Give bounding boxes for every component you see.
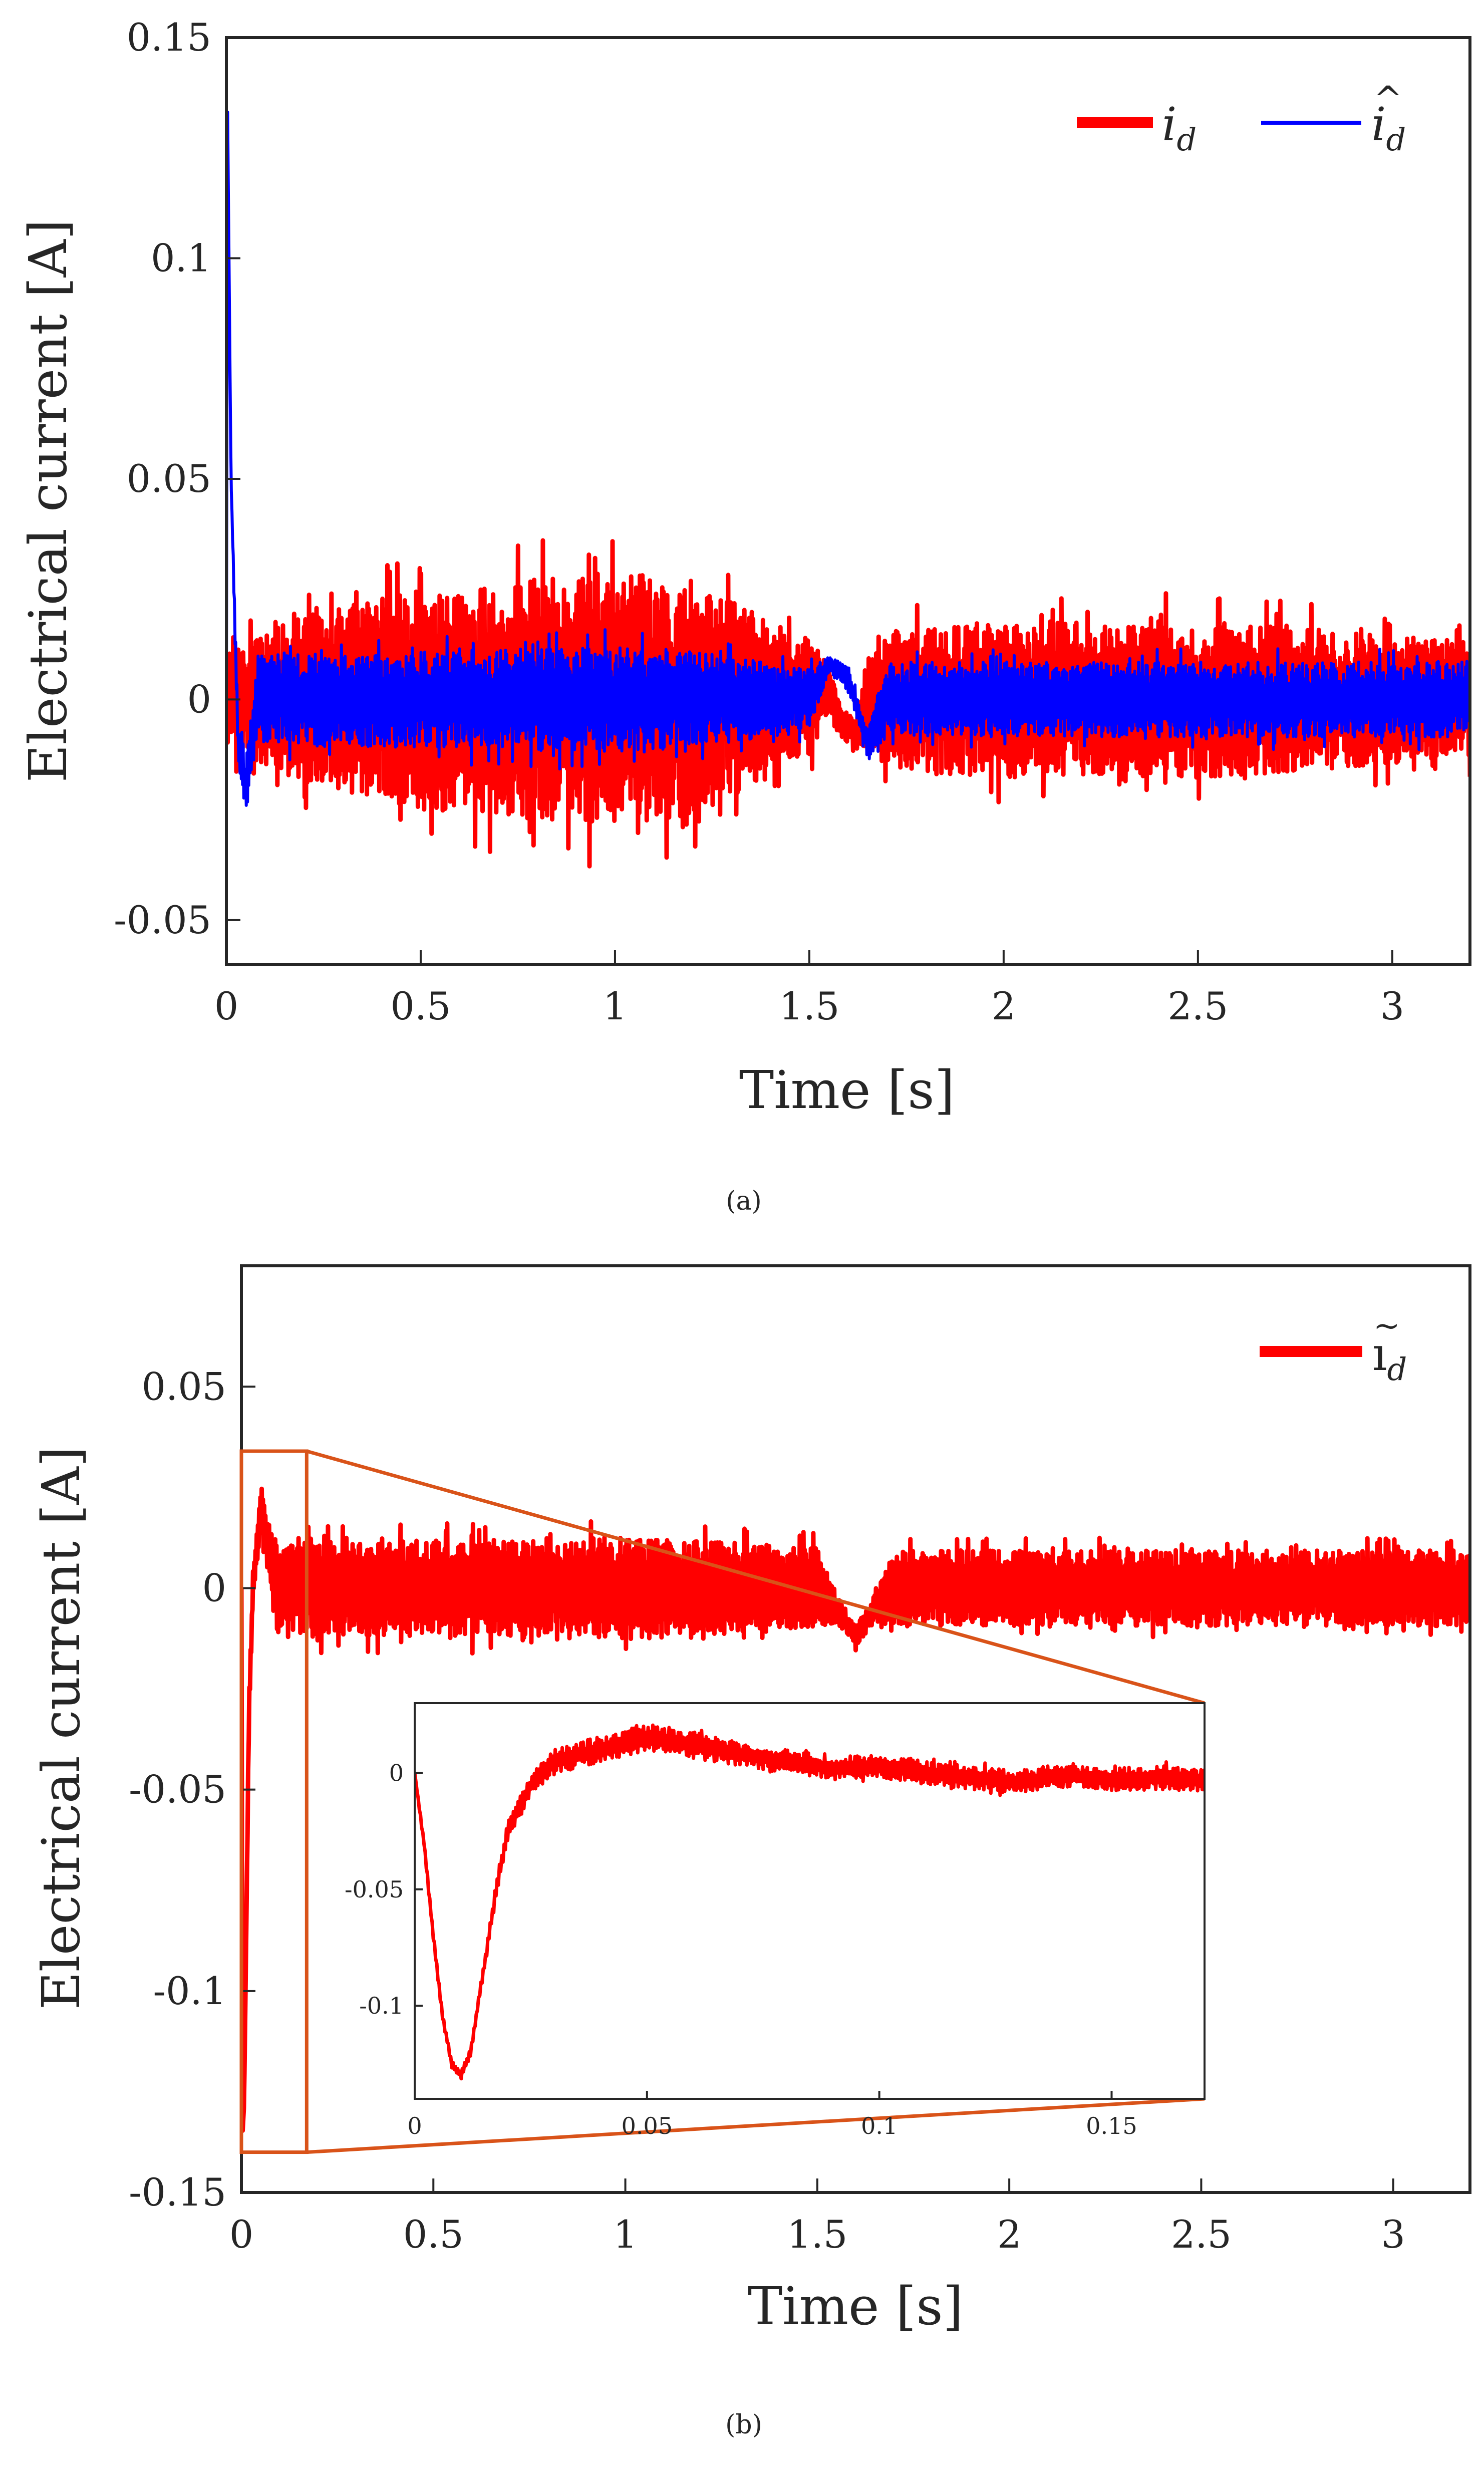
inset-x-tick-label: 0.15 <box>1086 2112 1137 2139</box>
panel-a-y-tick-label: 0.15 <box>127 15 211 60</box>
series-panel-b-0 <box>241 1486 1470 2133</box>
legend-label-i-d-tilde: ıd <box>1372 1327 1407 1388</box>
series-inset-0 <box>415 1723 1205 2081</box>
panel-b-y-tick-label: -0.05 <box>129 1767 226 1812</box>
panel-b-y-tick-label: -0.1 <box>153 1969 226 2013</box>
panel-b-series-group <box>241 1486 1470 2133</box>
inset-y-tick-label: 0 <box>389 1759 404 1786</box>
panel-a-y-label: Electrical current [A] <box>18 219 79 783</box>
panel-b: 0 0.5 1 1.5 2 2.5 3 -0.15 -0.1 -0.05 0 0.05 Time [… <box>31 1264 1471 2440</box>
panel-b-zoom-indicator <box>239 1449 1205 2154</box>
panel-a-y-tick-label: 0.05 <box>127 456 211 501</box>
inset-y-ticks: -0.1 -0.05 0 <box>345 1759 423 2019</box>
inset-axes-box <box>414 1702 1206 2100</box>
panel-b-caption: (b) <box>725 2410 762 2440</box>
panel-a-y-tick-label: 0.1 <box>151 235 211 280</box>
panel-a-x-tick-label: 1.5 <box>779 984 839 1028</box>
panel-b-x-tick-label: 0 <box>229 2212 253 2257</box>
panel-b-x-tick-label: 1 <box>613 2212 637 2257</box>
legend-label-i-d-hat: id <box>1371 98 1406 158</box>
zoom-connector-bottom <box>307 2097 1205 2154</box>
panel-a-x-tick-label: 2.5 <box>1167 984 1228 1028</box>
zoom-connector-top <box>306 1449 1205 1705</box>
panel-b-x-tick-label: 0.5 <box>403 2212 464 2257</box>
panel-b-y-label: Electrical current [A] <box>31 1447 92 2010</box>
panel-b-y-tick-label: 0.05 <box>142 1364 226 1409</box>
panel-b-x-tick-label: 3 <box>1381 2212 1405 2257</box>
inset-y-tick-label: -0.05 <box>345 1876 404 1903</box>
panel-b-y-tick-label: 0 <box>202 1565 226 1610</box>
panel-b-legend: ~ ıd <box>1260 1307 1407 1388</box>
panel-a-plot-clip <box>226 110 1470 869</box>
panel-b-y-tick-label: -0.15 <box>129 2170 226 2215</box>
legend-accent-i-d-tilde: ~ <box>1373 1307 1400 1344</box>
panel-a-x-tick-label: 0 <box>214 984 238 1028</box>
series-panel-a-1 <box>226 110 1470 807</box>
panel-a-x-tick-label: 1 <box>603 984 627 1028</box>
inset-x-tick-label: 0 <box>407 2112 422 2139</box>
panel-b-x-label: Time [s] <box>748 2276 963 2337</box>
panel-b-x-tick-label: 2.5 <box>1171 2212 1232 2257</box>
inset-series-group <box>415 1723 1205 2081</box>
panel-a-x-tick-label: 2 <box>992 984 1016 1028</box>
legend-label-i-d: id <box>1162 98 1197 158</box>
panel-a-x-tick-label: 0.5 <box>391 984 451 1028</box>
inset-x-tick-label: 0.1 <box>861 2112 898 2139</box>
legend-accent-i-d-hat: ^ <box>1373 79 1403 120</box>
panel-a-series-group <box>226 110 1470 869</box>
panel-b-y-ticks: -0.15 -0.1 -0.05 0 0.05 <box>129 1364 255 2215</box>
zoom-region-box <box>239 1449 309 2154</box>
panel-a-x-label: Time [s] <box>739 1059 955 1121</box>
panel-a-y-tick-label: 0 <box>187 677 211 721</box>
panel-b-inset: 0 0.05 0.1 0.15 -0.1 -0.05 0 <box>345 1702 1206 2139</box>
inset-x-tick-label: 0.05 <box>622 2112 673 2139</box>
inset-y-tick-label: -0.1 <box>359 1992 404 2019</box>
inset-x-ticks: 0 0.05 0.1 0.15 <box>407 2091 1137 2139</box>
panel-b-x-ticks: 0 0.5 1 1.5 2 2.5 3 <box>229 2178 1405 2257</box>
panel-a-legend: id ^ id <box>1077 79 1406 158</box>
panel-a-y-ticks: -0.05 0 0.05 0.1 0.15 <box>114 15 240 942</box>
panel-a-axes-box <box>225 36 1471 966</box>
panel-a-y-tick-label: -0.05 <box>114 898 211 942</box>
panel-a-x-tick-label: 3 <box>1380 984 1404 1028</box>
panel-a-caption: (a) <box>726 1186 762 1216</box>
panel-a-x-ticks: 0 0.5 1 1.5 2 2.5 3 <box>214 950 1404 1028</box>
panel-b-x-tick-label: 1.5 <box>787 2212 847 2257</box>
panel-b-x-tick-label: 2 <box>997 2212 1021 2257</box>
